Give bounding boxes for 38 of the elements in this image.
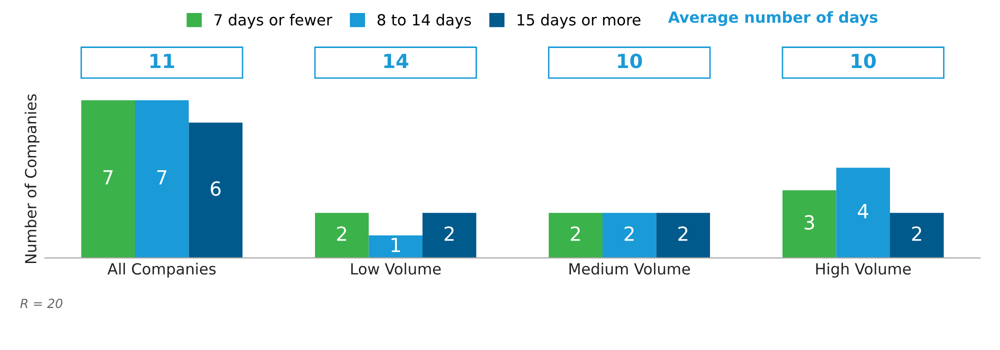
- data-label: 7: [104, 170, 113, 184]
- bar: [836, 168, 890, 258]
- bar: [422, 212, 476, 258]
- legend-label: 15 days or more: [518, 14, 640, 29]
- text: R = 20: [20, 298, 62, 308]
- data-label: 2: [678, 226, 688, 241]
- bar: [548, 212, 602, 258]
- data-label: 3: [804, 215, 814, 230]
- text: 14: [384, 54, 408, 68]
- bar: [314, 212, 369, 258]
- x-tick-label: Low Volume: [351, 262, 441, 275]
- legend-label: 8 to 14 days: [378, 14, 471, 29]
- legend-label: 7 days or fewer: [214, 14, 332, 29]
- data-label: 2: [624, 226, 634, 241]
- data-label: 7: [157, 170, 166, 184]
- bar: [188, 122, 243, 258]
- text: 11: [150, 54, 174, 68]
- data-label: 2: [570, 226, 580, 241]
- data-label: 2: [912, 226, 922, 241]
- data-label: 4: [858, 204, 868, 218]
- bar: [782, 190, 836, 258]
- x-tick-label: Medium Volume: [569, 262, 690, 275]
- text: 10: [852, 54, 876, 68]
- data-label: 2: [337, 226, 346, 241]
- x-tick-label: High Volume: [816, 262, 911, 278]
- bar: [656, 212, 710, 258]
- bar: [602, 212, 656, 258]
- data-label: 1: [392, 238, 400, 252]
- text: Average number of days: [668, 11, 878, 26]
- bar: [81, 100, 135, 258]
- bar: [890, 212, 944, 258]
- bar: [134, 100, 189, 258]
- bar: [368, 235, 423, 258]
- data-label: 6: [210, 181, 221, 196]
- data-label: 2: [444, 226, 454, 241]
- y-axis-title: Number of Companies: [24, 94, 40, 264]
- x-tick-label: All Companies: [107, 262, 216, 278]
- text: 10: [618, 54, 642, 68]
